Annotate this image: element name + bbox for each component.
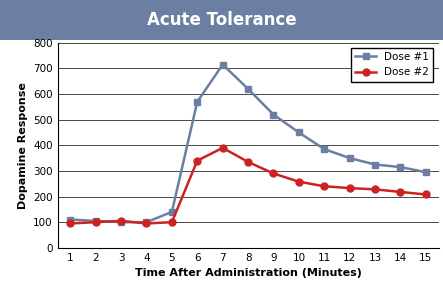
Y-axis label: Dopamine Response: Dopamine Response [18, 82, 27, 209]
Dose #2 [68, 222, 73, 225]
Dose #2 [194, 159, 200, 163]
Dose #1 [144, 220, 149, 224]
Dose #1 [322, 148, 327, 151]
Dose #2 [423, 193, 428, 196]
Dose #2 [347, 186, 352, 190]
Text: Acute Tolerance: Acute Tolerance [147, 11, 296, 29]
Dose #2 [169, 220, 175, 224]
Dose #2 [144, 222, 149, 225]
Dose #2 [118, 219, 124, 223]
Dose #1 [347, 156, 352, 160]
Dose #1 [296, 131, 302, 134]
Dose #2 [271, 172, 276, 175]
Dose #1 [93, 219, 98, 223]
Dose #1 [271, 113, 276, 116]
Dose #2 [296, 180, 302, 183]
Dose #1 [423, 171, 428, 174]
Dose #2 [398, 190, 403, 194]
Dose #2 [245, 160, 251, 164]
Dose #1 [68, 218, 73, 221]
Dose #1 [194, 100, 200, 104]
Dose #1 [373, 163, 378, 166]
Legend: Dose #1, Dose #2: Dose #1, Dose #2 [351, 48, 433, 81]
Line: Dose #2: Dose #2 [67, 144, 429, 227]
Dose #1 [169, 210, 175, 214]
X-axis label: Time After Administration (Minutes): Time After Administration (Minutes) [135, 268, 361, 278]
Dose #1 [220, 63, 225, 66]
Dose #1 [118, 220, 124, 224]
Dose #1 [245, 87, 251, 91]
Dose #1 [398, 165, 403, 169]
Dose #2 [93, 220, 98, 224]
Dose #2 [220, 146, 225, 150]
Dose #2 [373, 188, 378, 191]
Dose #2 [322, 185, 327, 188]
Line: Dose #1: Dose #1 [67, 61, 429, 226]
